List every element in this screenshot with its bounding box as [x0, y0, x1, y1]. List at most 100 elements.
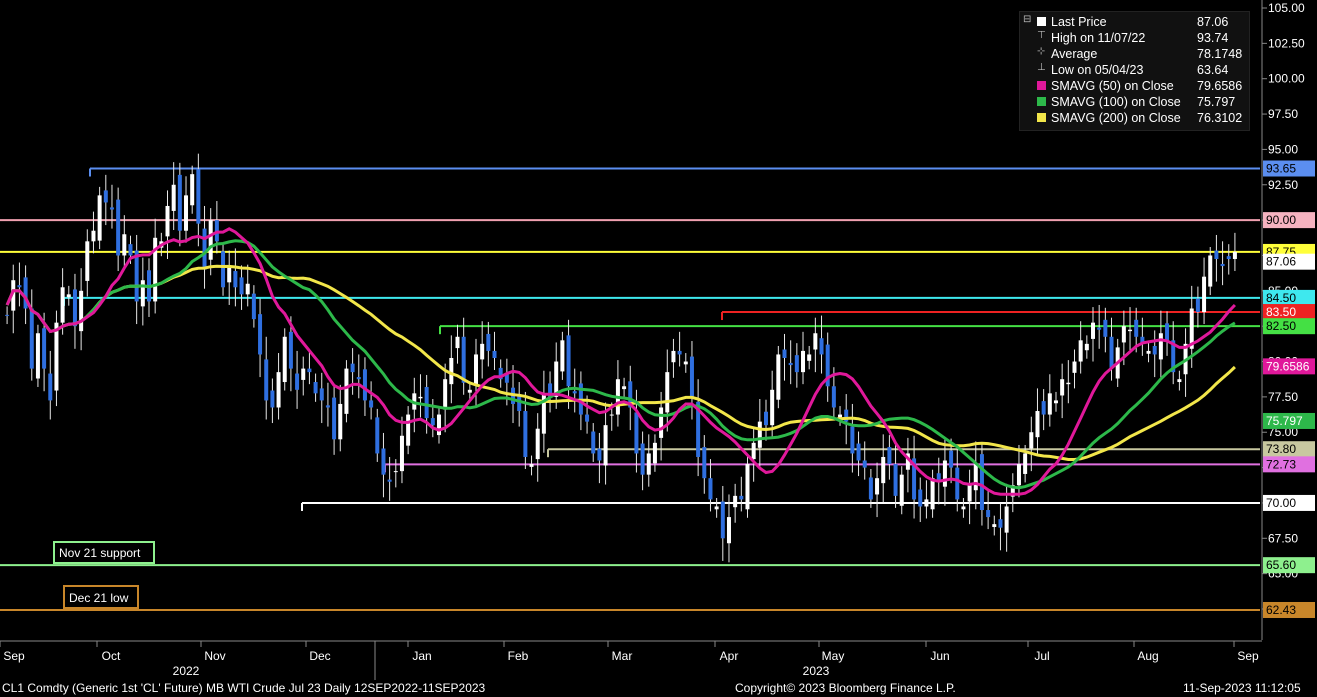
candle-body: [1134, 319, 1139, 337]
level-box-label: 84.50: [1266, 291, 1296, 305]
candle-body: [979, 454, 984, 511]
candle-body: [424, 386, 429, 419]
candle-body: [566, 335, 571, 387]
x-tick-label: Apr: [720, 649, 739, 663]
candle-body: [319, 388, 324, 401]
candle-body: [936, 473, 941, 482]
candle-body: [838, 414, 843, 418]
candle-body: [541, 393, 546, 434]
x-tick-label: Nov: [204, 649, 225, 663]
candle-body: [264, 359, 269, 401]
candle-body: [1041, 401, 1046, 415]
candle-body: [998, 519, 1003, 528]
candle-body: [313, 382, 318, 394]
candle-body: [369, 400, 374, 408]
x-year-label: 2022: [173, 664, 200, 678]
candle-body: [751, 442, 756, 460]
indicator-box-bg: [1263, 412, 1315, 429]
legend-swatch: [1037, 97, 1046, 106]
candle-body: [492, 350, 497, 358]
candle-body: [1140, 336, 1145, 344]
candle-body: [665, 372, 670, 413]
candle-body: [1152, 345, 1157, 355]
legend-row-sma50: SMAVG (50) on Close 79.6586: [1020, 78, 1249, 94]
candle-body: [406, 414, 411, 446]
legend: ⊟ Last Price 87.06 ⊤ High on 11/07/22 93…: [1019, 11, 1250, 131]
level-box-bg: [1263, 456, 1315, 473]
candle-body: [54, 322, 59, 391]
candle-body: [850, 426, 855, 454]
candlesticks: [5, 153, 1237, 563]
y-tick-label: 77.50: [1268, 390, 1298, 404]
candle-body: [733, 495, 738, 508]
candle-body: [918, 489, 923, 507]
candle-body: [1109, 336, 1114, 369]
legend-value: 75.797: [1197, 95, 1236, 109]
y-tick-label: 97.50: [1268, 107, 1298, 121]
candle-body: [325, 405, 330, 408]
legend-label: SMAVG (50) on Close: [1051, 79, 1174, 93]
candle-body: [1128, 329, 1133, 332]
candle-body: [233, 271, 238, 288]
x-tick-label: Oct: [102, 649, 121, 663]
average-marker-icon: ⊹: [1037, 46, 1046, 57]
level-box-bg: [1263, 441, 1315, 458]
candle-body: [35, 333, 40, 379]
x-tick-label: Sep: [1237, 649, 1259, 663]
level-box-label: 82.50: [1266, 319, 1296, 333]
candle-body: [992, 524, 997, 527]
candle-body: [202, 228, 207, 270]
candle-body: [17, 285, 22, 288]
candle-body: [393, 471, 398, 473]
candle-body: [399, 435, 404, 472]
candle-body: [905, 453, 910, 470]
candle-body: [165, 205, 170, 237]
candle-body: [893, 464, 898, 496]
candle-body: [72, 289, 77, 327]
annotation-nov21-box: [53, 541, 155, 564]
candle-body: [128, 244, 133, 256]
candle-body: [122, 234, 127, 256]
candle-body: [190, 174, 195, 206]
legend-row-low: ⊥ Low on 05/04/23 63.64: [1020, 62, 1249, 78]
x-tick-label: Jul: [1034, 649, 1049, 663]
candle-body: [208, 220, 213, 260]
high-marker-icon: ⊤: [1037, 30, 1046, 41]
candle-body: [967, 485, 972, 502]
candle-body: [344, 368, 349, 414]
annotation-dec21-box: [63, 585, 139, 609]
timestamp: 11-Sep-2023 11:12:05: [1183, 681, 1301, 695]
candle-body: [295, 373, 300, 390]
candle-body: [862, 460, 867, 468]
candle-body: [770, 389, 775, 426]
candle-body: [585, 414, 590, 422]
candle-body: [375, 417, 380, 454]
candle-body: [640, 443, 645, 475]
annotation-dec21-text: Dec 21 low: [69, 591, 129, 605]
indicator-box-label: 75.797: [1266, 414, 1303, 428]
x-tick-label: Mar: [612, 649, 633, 663]
candle-body: [924, 499, 929, 507]
candle-body: [504, 374, 509, 383]
candle-body: [844, 409, 849, 422]
candle-body: [480, 343, 485, 360]
candle-body: [603, 425, 608, 466]
candle-body: [97, 195, 102, 241]
candle-body: [1189, 308, 1194, 349]
x-tick-label: Sep: [3, 649, 25, 663]
legend-value: 63.64: [1197, 63, 1229, 77]
candle-body: [338, 403, 343, 440]
candle-body: [443, 379, 448, 410]
chart-title: CL1 Comdty (Generic 1st 'CL' Future) MB …: [2, 681, 486, 695]
candle-body: [1066, 382, 1071, 385]
candle-body: [572, 391, 577, 394]
candle-body: [350, 363, 355, 373]
level-box-label: 83.50: [1266, 305, 1296, 319]
candle-body: [930, 478, 935, 510]
collapse-icon[interactable]: ⊟: [1023, 14, 1032, 25]
candle-body: [560, 340, 565, 372]
level-box-label: 90.00: [1266, 213, 1296, 227]
candle-body: [1220, 263, 1225, 267]
candle-body: [282, 336, 287, 383]
